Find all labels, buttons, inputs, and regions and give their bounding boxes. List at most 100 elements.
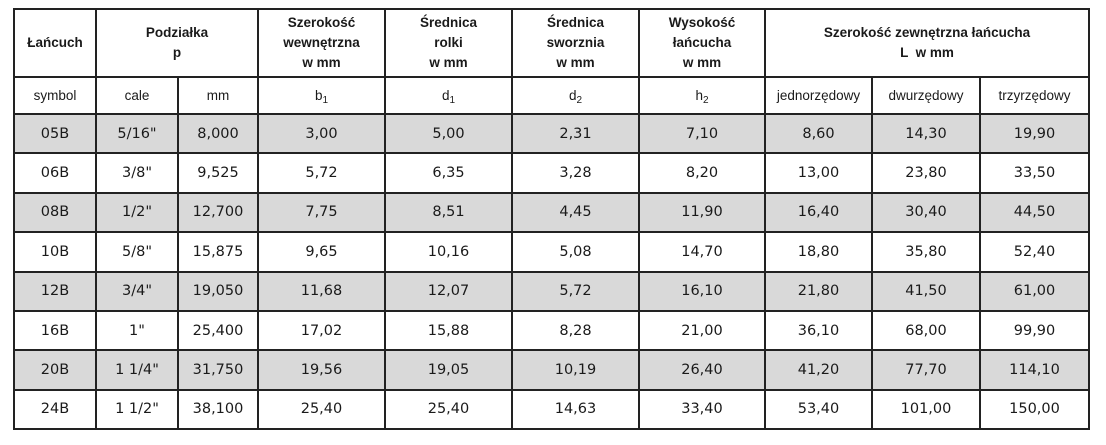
- cell-d2: 4,45: [511, 191, 640, 234]
- header-pin-diameter-line-2: sworznia: [546, 35, 605, 50]
- subheader-mm: mm: [177, 76, 259, 115]
- chain-spec-table: Łańcuch Podziałka p Szerokość wewnętrzna…: [13, 8, 1091, 431]
- cell-b1: 3,00: [257, 112, 386, 155]
- cell-h2: 33,40: [638, 388, 766, 431]
- cell-triple: 150,00: [978, 388, 1091, 431]
- header-roller-diameter: Średnica rolki w mm: [384, 8, 513, 78]
- cell-mm: 25,400: [177, 309, 259, 352]
- cell-double: 101,00: [871, 388, 981, 431]
- subheader-d2-sub: 2: [576, 95, 583, 106]
- cell-double: 14,30: [871, 112, 981, 155]
- cell-mm: 31,750: [177, 349, 259, 391]
- cell-h2: 16,10: [638, 270, 766, 312]
- subheader-inches: cale: [95, 76, 179, 115]
- subheader-triple-row: trzyrzędowy: [978, 76, 1091, 115]
- cell-symbol: 05B: [13, 112, 97, 155]
- cell-double: 77,70: [871, 349, 981, 391]
- cell-single: 18,80: [764, 231, 873, 273]
- cell-d1: 8,51: [384, 191, 513, 234]
- cell-h2: 8,20: [638, 152, 766, 194]
- cell-single: 13,00: [764, 152, 873, 194]
- cell-double: 30,40: [871, 191, 981, 234]
- cell-single: 53,40: [764, 388, 873, 431]
- cell-symbol: 12B: [13, 270, 97, 312]
- cell-b1: 11,68: [257, 270, 386, 312]
- cell-d2: 8,28: [511, 309, 640, 352]
- header-outer-width-line-2: L w mm: [900, 45, 954, 60]
- header-inner-width-line-2: wewnętrzna: [283, 35, 360, 50]
- header-outer-width-line-1: Szerokość zewnętrzna łańcucha: [823, 25, 1031, 40]
- header-outer-width: Szerokość zewnętrzna łańcucha L w mm: [763, 8, 1091, 78]
- cell-single: 36,10: [764, 309, 873, 352]
- cell-symbol: 24B: [13, 388, 97, 431]
- subheader-d1-sub: 1: [449, 95, 456, 106]
- header-chain: Łańcuch: [13, 8, 97, 78]
- subheader-symbol: symbol: [13, 76, 97, 115]
- cell-triple: 19,90: [978, 112, 1091, 155]
- header-roller-diameter-line-3: w mm: [429, 55, 468, 70]
- cell-double: 23,80: [871, 152, 981, 194]
- header-inner-width-line-3: w mm: [302, 55, 341, 70]
- header-chain-height-line-1: Wysokość: [668, 15, 736, 30]
- cell-mm: 12,700: [177, 191, 259, 234]
- cell-d1: 10,16: [384, 231, 513, 273]
- cell-symbol: 08B: [13, 191, 97, 234]
- subheader-h2-letter: h: [695, 88, 703, 103]
- subheader-h2-sub: 2: [702, 95, 709, 106]
- cell-d1: 15,88: [384, 309, 513, 352]
- subheader-h2: h2: [638, 76, 766, 115]
- header-pin-diameter-line-1: Średnica: [546, 15, 605, 30]
- subheader-b1: b1: [257, 76, 386, 115]
- cell-d1: 19,05: [384, 349, 513, 391]
- cell-mm: 8,000: [177, 112, 259, 155]
- cell-d1: 6,35: [384, 152, 513, 194]
- cell-triple: 114,10: [978, 349, 1091, 391]
- subheader-row: symbol cale mm b1 d1 d2 h2 jednorzędowy …: [13, 76, 1091, 115]
- header-pitch-line-2: p: [172, 45, 182, 60]
- cell-inches: 1": [95, 309, 179, 352]
- cell-d1: 5,00: [384, 112, 513, 155]
- table-row: 12B 3/4" 19,050 11,68 12,07 5,72 16,10 2…: [13, 270, 1091, 312]
- cell-symbol: 10B: [13, 231, 97, 273]
- cell-triple: 99,90: [978, 309, 1091, 352]
- table-row: 24B 1 1/2" 38,100 25,40 25,40 14,63 33,4…: [13, 388, 1091, 431]
- table-row: 16B 1" 25,400 17,02 15,88 8,28 21,00 36,…: [13, 309, 1091, 352]
- cell-mm: 38,100: [177, 388, 259, 431]
- cell-b1: 9,65: [257, 231, 386, 273]
- cell-d2: 10,19: [511, 349, 640, 391]
- cell-inches: 1/2": [95, 191, 179, 234]
- subheader-d1: d1: [384, 76, 513, 115]
- header-chain-height-line-3: w mm: [682, 55, 722, 70]
- cell-h2: 14,70: [638, 231, 766, 273]
- cell-h2: 21,00: [638, 309, 766, 352]
- header-roller-diameter-line-1: Średnica: [419, 15, 478, 30]
- subheader-double-row: dwurzędowy: [871, 76, 981, 115]
- table-body: 05B 5/16" 8,000 3,00 5,00 2,31 7,10 8,60…: [13, 112, 1091, 431]
- cell-single: 8,60: [764, 112, 873, 155]
- subheader-single-row: jednorzędowy: [764, 76, 873, 115]
- cell-b1: 7,75: [257, 191, 386, 234]
- header-pin-diameter: Średnica sworznia w mm: [511, 8, 640, 78]
- cell-inches: 5/16": [95, 112, 179, 155]
- table-row: 08B 1/2" 12,700 7,75 8,51 4,45 11,90 16,…: [13, 191, 1091, 234]
- header-row: Łańcuch Podziałka p Szerokość wewnętrzna…: [13, 8, 1091, 78]
- cell-b1: 5,72: [257, 152, 386, 194]
- header-roller-diameter-line-2: rolki: [434, 35, 463, 50]
- cell-d1: 12,07: [384, 270, 513, 312]
- cell-double: 68,00: [871, 309, 981, 352]
- header-chain-height: Wysokość łańcucha w mm: [638, 8, 766, 78]
- cell-d2: 2,31: [511, 112, 640, 155]
- table-row: 06B 3/8" 9,525 5,72 6,35 3,28 8,20 13,00…: [13, 152, 1091, 194]
- cell-single: 21,80: [764, 270, 873, 312]
- table-row: 05B 5/16" 8,000 3,00 5,00 2,31 7,10 8,60…: [13, 112, 1091, 155]
- subheader-b1-sub: 1: [322, 95, 329, 106]
- cell-inches: 3/8": [95, 152, 179, 194]
- subheader-d2-letter: d: [568, 88, 577, 103]
- cell-b1: 17,02: [257, 309, 386, 352]
- cell-d1: 25,40: [384, 388, 513, 431]
- cell-double: 41,50: [871, 270, 981, 312]
- cell-inches: 3/4": [95, 270, 179, 312]
- cell-double: 35,80: [871, 231, 981, 273]
- cell-inches: 5/8": [95, 231, 179, 273]
- header-chain-height-line-2: łańcucha: [672, 35, 732, 50]
